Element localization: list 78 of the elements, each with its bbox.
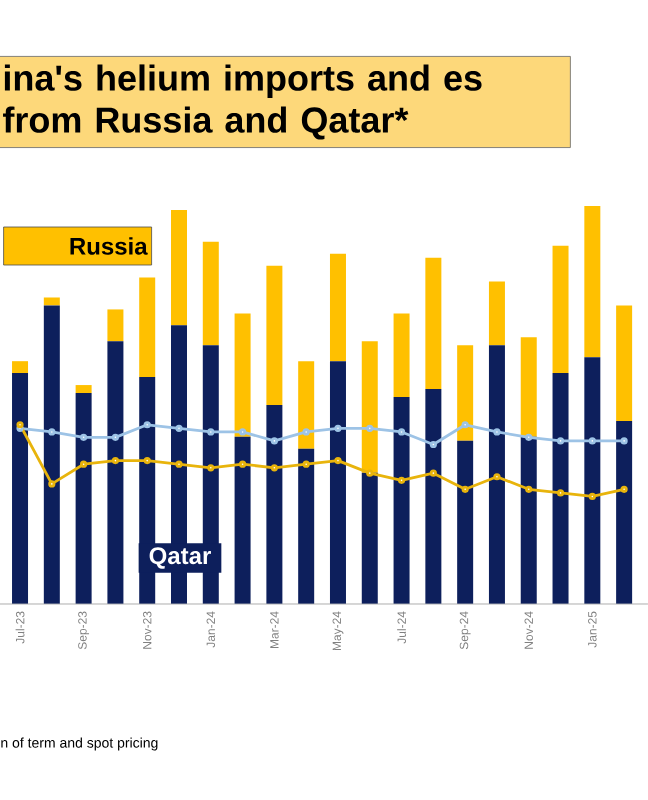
point (525, 485, 533, 493)
point (238, 460, 247, 468)
bar (457, 345, 474, 441)
bar (266, 404, 283, 604)
bar (298, 361, 315, 449)
bar (488, 281, 505, 346)
point (175, 460, 183, 468)
point (588, 492, 596, 501)
bar (298, 448, 315, 604)
bar (107, 309, 124, 342)
bar (107, 341, 124, 604)
series-label: Russia (70, 237, 148, 255)
bar (488, 345, 505, 604)
point (556, 437, 565, 445)
point (493, 428, 501, 436)
point (397, 476, 406, 484)
chart-title: ina's helium imports and es from Russia and Qatar* (3, 64, 482, 140)
point (80, 460, 88, 468)
point (48, 428, 56, 436)
point (238, 428, 247, 436)
bar (266, 265, 283, 405)
point (175, 424, 183, 432)
bar (202, 241, 219, 346)
bar (234, 436, 251, 604)
bar (75, 385, 92, 394)
bar (425, 257, 442, 390)
point (429, 469, 437, 477)
point (111, 433, 120, 441)
point (620, 485, 628, 493)
point (302, 428, 310, 436)
bar (393, 397, 410, 604)
bar (520, 337, 537, 437)
point (270, 464, 278, 472)
bar (616, 305, 633, 421)
point (48, 480, 56, 488)
bar (584, 357, 601, 604)
bar (75, 393, 92, 604)
bar (552, 245, 569, 374)
point (366, 469, 374, 477)
bar (616, 420, 633, 604)
point (620, 437, 628, 445)
point (397, 428, 406, 436)
bar (12, 373, 29, 604)
point (143, 421, 151, 429)
bar (139, 277, 156, 378)
bar (520, 436, 537, 604)
bar (12, 361, 29, 374)
point (111, 457, 120, 465)
point (461, 421, 469, 429)
point (429, 440, 437, 449)
bar (425, 389, 442, 604)
bar (329, 253, 346, 362)
point (493, 473, 501, 481)
point (80, 433, 88, 441)
point (525, 433, 533, 441)
bar (361, 472, 378, 604)
point (461, 485, 469, 493)
bar (584, 205, 601, 358)
point (334, 424, 342, 432)
bar (43, 297, 60, 306)
bar (329, 361, 346, 604)
point (556, 489, 565, 497)
bar (234, 313, 251, 437)
bar (457, 440, 474, 604)
point (366, 424, 374, 432)
bar (43, 305, 60, 604)
point (334, 457, 342, 465)
point (207, 428, 215, 436)
point (207, 464, 215, 472)
series-label: Qatar (149, 547, 211, 569)
bar (552, 373, 569, 604)
point (270, 437, 278, 445)
bar (361, 341, 378, 473)
point (143, 457, 151, 465)
bar (171, 209, 187, 326)
point (302, 460, 310, 468)
point (588, 437, 596, 445)
bar (393, 313, 410, 397)
